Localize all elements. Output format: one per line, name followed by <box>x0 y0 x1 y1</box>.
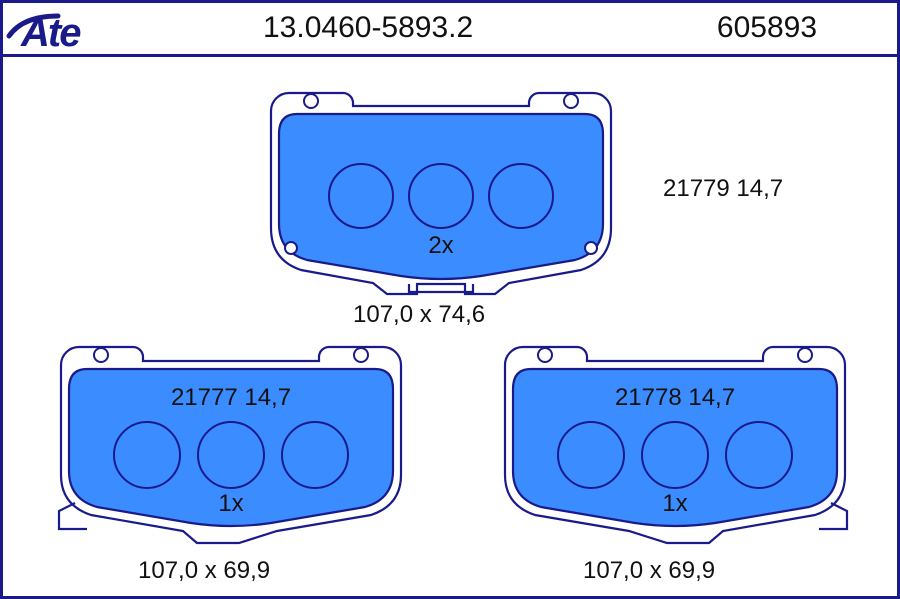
pad-bl-dim: 107,0 x 69,9 <box>138 557 270 585</box>
pad-br-qty: 1x <box>662 490 687 517</box>
pad-bottom-right: 21778 14,7 1x <box>485 333 865 548</box>
pad-top: 2x <box>251 78 631 303</box>
pad-br-ref: 21778 14,7 <box>615 384 735 411</box>
pad-bl-ref: 21777 14,7 <box>171 384 291 411</box>
order-number: 605893 <box>717 11 817 45</box>
pad-bl-qty: 1x <box>218 490 243 517</box>
pad-br-dim: 107,0 x 69,9 <box>583 557 715 585</box>
part-number: 13.0460-5893.2 <box>263 11 473 45</box>
diagram-page: Ate 13.0460-5893.2 605893 2x 21779 14 <box>0 0 900 599</box>
pad-top-ref: 21779 14,7 <box>663 175 783 203</box>
pad-top-qty: 2x <box>428 232 453 259</box>
pad-top-dim: 107,0 x 74,6 <box>353 301 485 329</box>
brand-logo: Ate <box>3 2 133 56</box>
header-bar: Ate 13.0460-5893.2 605893 <box>3 3 897 57</box>
pad-bottom-left: 21777 14,7 1x <box>41 333 421 548</box>
logo-text: Ate <box>20 11 81 55</box>
